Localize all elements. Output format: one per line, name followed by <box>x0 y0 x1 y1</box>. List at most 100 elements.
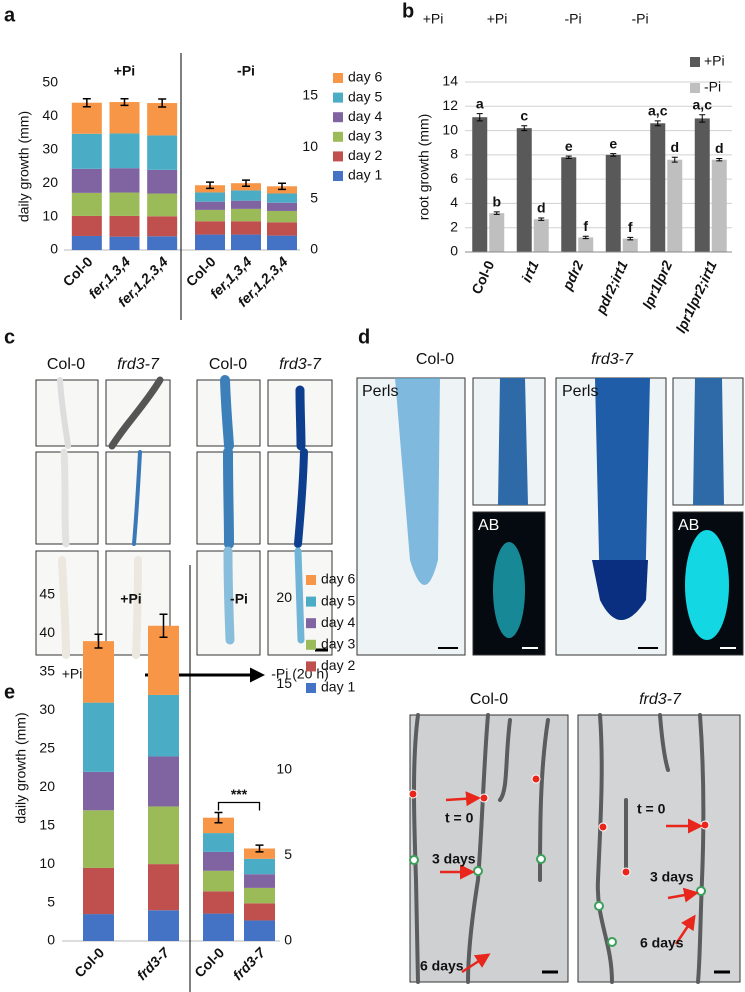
bar-segment <box>147 135 178 170</box>
bar-segment <box>147 103 178 136</box>
bar-segment <box>71 235 102 250</box>
y-tick-label: 30 <box>39 701 55 717</box>
bar-segment <box>231 190 261 201</box>
bar-segment <box>231 234 261 250</box>
bar-segment <box>83 914 114 941</box>
error-bar <box>582 235 589 240</box>
condition-label: +Pi <box>423 11 444 27</box>
y-tick-label: 20 <box>39 778 55 794</box>
y-tick-label: 14 <box>442 73 458 89</box>
bar-segment <box>203 870 234 892</box>
bar-segment <box>148 806 179 865</box>
error-bar <box>671 156 678 163</box>
error-bar <box>82 97 91 108</box>
panel-label: c <box>4 326 15 348</box>
legend-label: day 4 <box>321 614 355 630</box>
bar-segment <box>203 913 234 941</box>
bar <box>489 213 505 252</box>
legend-label: day 1 <box>348 167 382 183</box>
error-bar <box>716 158 723 162</box>
error-bar <box>493 211 500 215</box>
y-tick-label: 6 <box>450 170 458 186</box>
y-tick-label: 20 <box>42 174 58 190</box>
bar-segment <box>109 133 140 169</box>
bar-segment <box>83 641 114 703</box>
time-marker: t = 0 <box>637 801 666 817</box>
bar <box>622 238 638 252</box>
error-bar <box>538 217 545 221</box>
x-tick-label: Col-0 <box>191 944 227 980</box>
error-bar <box>476 113 483 122</box>
bar-segment <box>148 756 179 807</box>
legend-label: day 2 <box>321 657 355 673</box>
bar-segment <box>231 221 261 235</box>
bar-segment <box>71 133 102 169</box>
condition-label: -Pi <box>631 11 648 27</box>
legend-label: day 5 <box>321 592 355 608</box>
bar-segment <box>109 192 140 216</box>
time-marker: 6 days <box>420 958 464 974</box>
significance-letter: f <box>583 218 588 234</box>
error-bar <box>158 98 167 108</box>
significance-label: *** <box>231 786 248 802</box>
bar-segment <box>71 168 102 193</box>
legend-swatch <box>306 661 316 672</box>
significance-letter: f <box>628 219 633 235</box>
significance-letter: c <box>520 107 528 123</box>
y-axis-title: root growth (mm) <box>416 114 432 221</box>
bar-segment <box>147 216 178 237</box>
bar-segment <box>267 210 297 223</box>
error-bar <box>159 613 168 639</box>
legend-swatch <box>306 639 316 650</box>
legend-label: day 3 <box>321 636 355 652</box>
bar-segment <box>109 236 140 250</box>
bar <box>650 123 666 253</box>
bar-segment <box>267 193 297 203</box>
error-bar <box>255 844 264 853</box>
bar-segment <box>267 222 297 236</box>
legend-swatch <box>333 171 343 181</box>
y2-tick-label: 0 <box>310 241 318 257</box>
column-title: frd3-7 <box>279 356 322 373</box>
legend-swatch <box>333 92 343 103</box>
column-title: Col-0 <box>416 351 454 368</box>
column-title: frd3-7 <box>117 356 160 373</box>
y2-tick-label: 15 <box>302 87 318 103</box>
significance-letter: b <box>492 194 501 210</box>
y-tick-label: 40 <box>39 624 55 640</box>
bar-segment <box>244 874 275 888</box>
y-tick-label: 40 <box>42 107 58 123</box>
error-bar <box>565 155 572 159</box>
legend-swatch <box>690 57 700 67</box>
bar-segment <box>244 903 275 921</box>
y-tick-label: 25 <box>39 739 55 755</box>
legend-label: day 4 <box>348 108 382 124</box>
significance-letter: a,c <box>693 96 713 112</box>
bar-segment <box>267 235 297 250</box>
bar <box>694 118 710 252</box>
x-tick-label: lpr1lpr2 <box>639 258 675 311</box>
legend-label: day 2 <box>348 147 382 163</box>
bar-segment <box>109 168 140 193</box>
panel-label: b <box>402 0 414 22</box>
bar-segment <box>83 702 114 772</box>
time-marker: 6 days <box>640 935 684 951</box>
time-marker: 3 days <box>650 869 694 885</box>
error-bar <box>610 153 617 157</box>
y-axis-title: daily growth (mm) <box>16 111 32 222</box>
legend-label: day 1 <box>321 679 355 695</box>
y2-tick-label: 10 <box>302 138 318 154</box>
bar-segment <box>195 221 225 235</box>
legend-swatch <box>306 575 316 585</box>
legend-label: +Pi <box>704 53 725 69</box>
bar-segment <box>195 201 225 210</box>
error-bar <box>521 125 528 132</box>
bar <box>605 154 621 252</box>
panel-label: a <box>4 4 16 26</box>
y2-tick-label: 20 <box>276 589 292 605</box>
bar-segment <box>203 833 234 852</box>
bar-segment <box>203 851 234 871</box>
bar-segment <box>148 694 179 757</box>
y-tick-label: 0 <box>450 243 458 259</box>
bar-segment <box>244 848 275 859</box>
